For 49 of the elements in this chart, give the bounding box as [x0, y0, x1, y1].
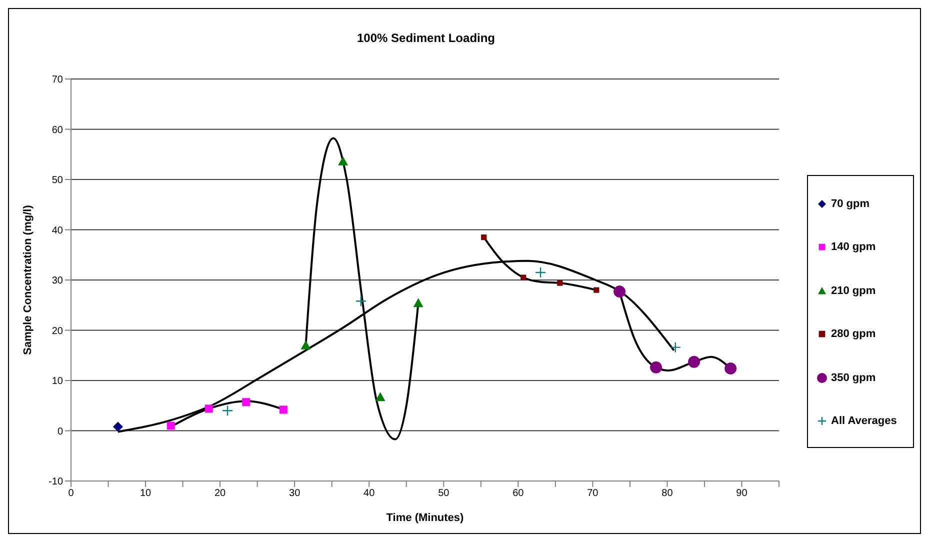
x-tick-label: 10: [140, 488, 152, 500]
legend-label: 280 gpm: [831, 328, 876, 340]
legend-label: 140 gpm: [831, 241, 876, 254]
chart-title: 100% Sediment Loading: [356, 31, 496, 45]
y-tick-label: 60: [52, 124, 64, 136]
point: [594, 287, 600, 293]
point: [279, 406, 288, 414]
point: [688, 356, 700, 368]
x-tick-label: 40: [364, 488, 376, 500]
x-axis-title: Time (Minutes): [386, 512, 464, 524]
y-tick-label: 20: [52, 326, 64, 337]
point: [300, 340, 311, 350]
point: [222, 405, 234, 416]
y-tick-label: 0: [57, 426, 64, 438]
point: [242, 398, 250, 406]
x-tick-label: 50: [438, 488, 450, 500]
point: [481, 234, 487, 240]
point: [413, 298, 424, 308]
x-tick-label: 0: [68, 488, 74, 500]
point: [614, 286, 626, 298]
point: [650, 361, 662, 374]
point: [355, 296, 367, 307]
x-tick-label: 20: [214, 488, 226, 500]
y-tick-label: -10: [48, 476, 64, 488]
point: [338, 156, 348, 166]
point: [375, 392, 386, 402]
y-axis-title: Sample Concentration (mg/l): [22, 204, 34, 355]
point: [670, 342, 682, 353]
point: [520, 274, 526, 280]
legend-label: All Averages: [831, 415, 897, 428]
legend-label: 70 gpm: [831, 198, 870, 210]
legend-label: 350 gpm: [831, 372, 876, 384]
point: [112, 422, 123, 432]
point: [557, 280, 563, 286]
x-tick-label: 30: [289, 488, 301, 500]
y-tick-label: 70: [52, 74, 64, 86]
point: [166, 422, 175, 430]
x-tick-label: 60: [512, 488, 524, 500]
point: [534, 266, 546, 278]
point: [204, 404, 213, 413]
y-tick-label: 40: [52, 225, 64, 236]
x-tick-label: 70: [587, 488, 599, 500]
point: [724, 362, 737, 374]
y-tick-label: 50: [52, 175, 64, 186]
y-tick-label: 10: [52, 376, 64, 388]
legend-label: 210 gpm: [831, 284, 876, 297]
y-tick-label: 30: [52, 276, 64, 287]
x-tick-label: 80: [662, 488, 674, 500]
x-tick-label: 90: [736, 488, 748, 500]
